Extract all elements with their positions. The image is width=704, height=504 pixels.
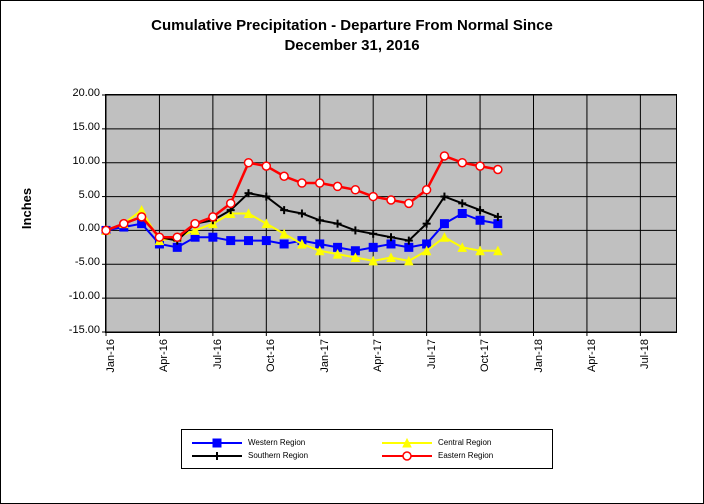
x-tick: Oct-16 bbox=[265, 339, 277, 389]
x-tick: Apr-17 bbox=[372, 339, 384, 389]
x-tick: Apr-18 bbox=[586, 339, 598, 389]
y-axis-label: Inches bbox=[19, 188, 34, 229]
legend-label: Western Region bbox=[248, 438, 305, 447]
legend-swatch bbox=[382, 455, 432, 457]
y-tick: 5.00 bbox=[55, 189, 100, 201]
legend-item: Western Region bbox=[192, 436, 352, 449]
chart-svg bbox=[106, 95, 676, 332]
y-tick: -5.00 bbox=[55, 256, 100, 268]
x-tick: Jan-16 bbox=[105, 339, 117, 389]
x-tick: Jul-18 bbox=[639, 339, 651, 389]
x-tick: Jul-16 bbox=[212, 339, 224, 389]
legend-swatch bbox=[382, 442, 432, 444]
x-tick: Apr-16 bbox=[158, 339, 170, 389]
plot-area bbox=[105, 94, 677, 333]
title-line2: December 31, 2016 bbox=[284, 37, 419, 54]
y-tick: -15.00 bbox=[55, 324, 100, 336]
y-tick: 10.00 bbox=[55, 155, 100, 167]
title-line1: Cumulative Precipitation - Departure Fro… bbox=[151, 17, 553, 34]
y-tick: 0.00 bbox=[55, 222, 100, 234]
legend: Western Region Central Region Southern Reg… bbox=[181, 429, 553, 469]
legend-swatch bbox=[192, 455, 242, 457]
y-tick: 15.00 bbox=[55, 121, 100, 133]
legend-item: Central Region bbox=[382, 436, 542, 449]
y-tick: 20.00 bbox=[55, 87, 100, 99]
legend-label: Central Region bbox=[438, 438, 491, 447]
chart-container: Cumulative Precipitation - Departure Fro… bbox=[0, 0, 704, 504]
x-tick: Oct-17 bbox=[479, 339, 491, 389]
legend-item: Eastern Region bbox=[382, 449, 542, 462]
chart-title: Cumulative Precipitation - Departure Fro… bbox=[1, 1, 703, 55]
legend-label: Southern Region bbox=[248, 451, 308, 460]
legend-swatch bbox=[192, 442, 242, 444]
legend-item: Southern Region bbox=[192, 449, 352, 462]
x-tick: Jan-18 bbox=[533, 339, 545, 389]
x-tick: Jan-17 bbox=[319, 339, 331, 389]
legend-label: Eastern Region bbox=[438, 451, 493, 460]
y-tick: -10.00 bbox=[55, 290, 100, 302]
x-tick: Jul-17 bbox=[426, 339, 438, 389]
